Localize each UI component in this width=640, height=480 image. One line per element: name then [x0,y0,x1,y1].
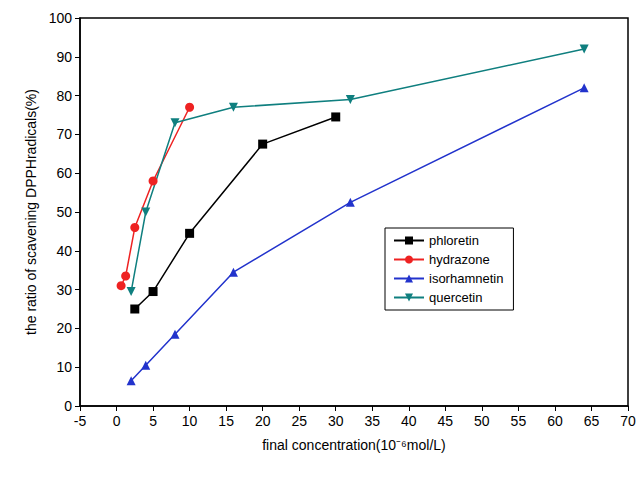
svg-text:0: 0 [113,413,121,429]
svg-text:quercetin: quercetin [429,290,482,305]
svg-text:0: 0 [64,398,72,414]
svg-text:-5: -5 [74,413,87,429]
svg-text:isorhamnetin: isorhamnetin [429,271,503,286]
svg-text:final concentration(10⁻⁶mol/L): final concentration(10⁻⁶mol/L) [262,437,446,453]
svg-text:65: 65 [584,413,600,429]
svg-text:50: 50 [56,204,72,220]
svg-text:40: 40 [401,413,417,429]
svg-text:hydrazone: hydrazone [429,252,490,267]
svg-text:70: 70 [620,413,636,429]
svg-text:60: 60 [547,413,563,429]
svg-text:30: 30 [56,282,72,298]
svg-text:30: 30 [328,413,344,429]
svg-text:45: 45 [438,413,454,429]
svg-text:60: 60 [56,165,72,181]
svg-text:20: 20 [255,413,271,429]
svg-text:40: 40 [56,243,72,259]
svg-text:80: 80 [56,88,72,104]
svg-text:90: 90 [56,49,72,65]
svg-text:10: 10 [182,413,198,429]
svg-text:70: 70 [56,126,72,142]
svg-text:20: 20 [56,320,72,336]
svg-text:the ratio of scavening DPPHrad: the ratio of scavening DPPHradicals(%) [23,89,39,335]
svg-text:55: 55 [511,413,527,429]
svg-text:25: 25 [291,413,307,429]
svg-text:100: 100 [49,10,73,26]
svg-text:5: 5 [149,413,157,429]
svg-text:15: 15 [218,413,234,429]
svg-text:35: 35 [364,413,380,429]
svg-text:10: 10 [56,359,72,375]
svg-text:50: 50 [474,413,490,429]
svg-text:phloretin: phloretin [429,233,479,248]
